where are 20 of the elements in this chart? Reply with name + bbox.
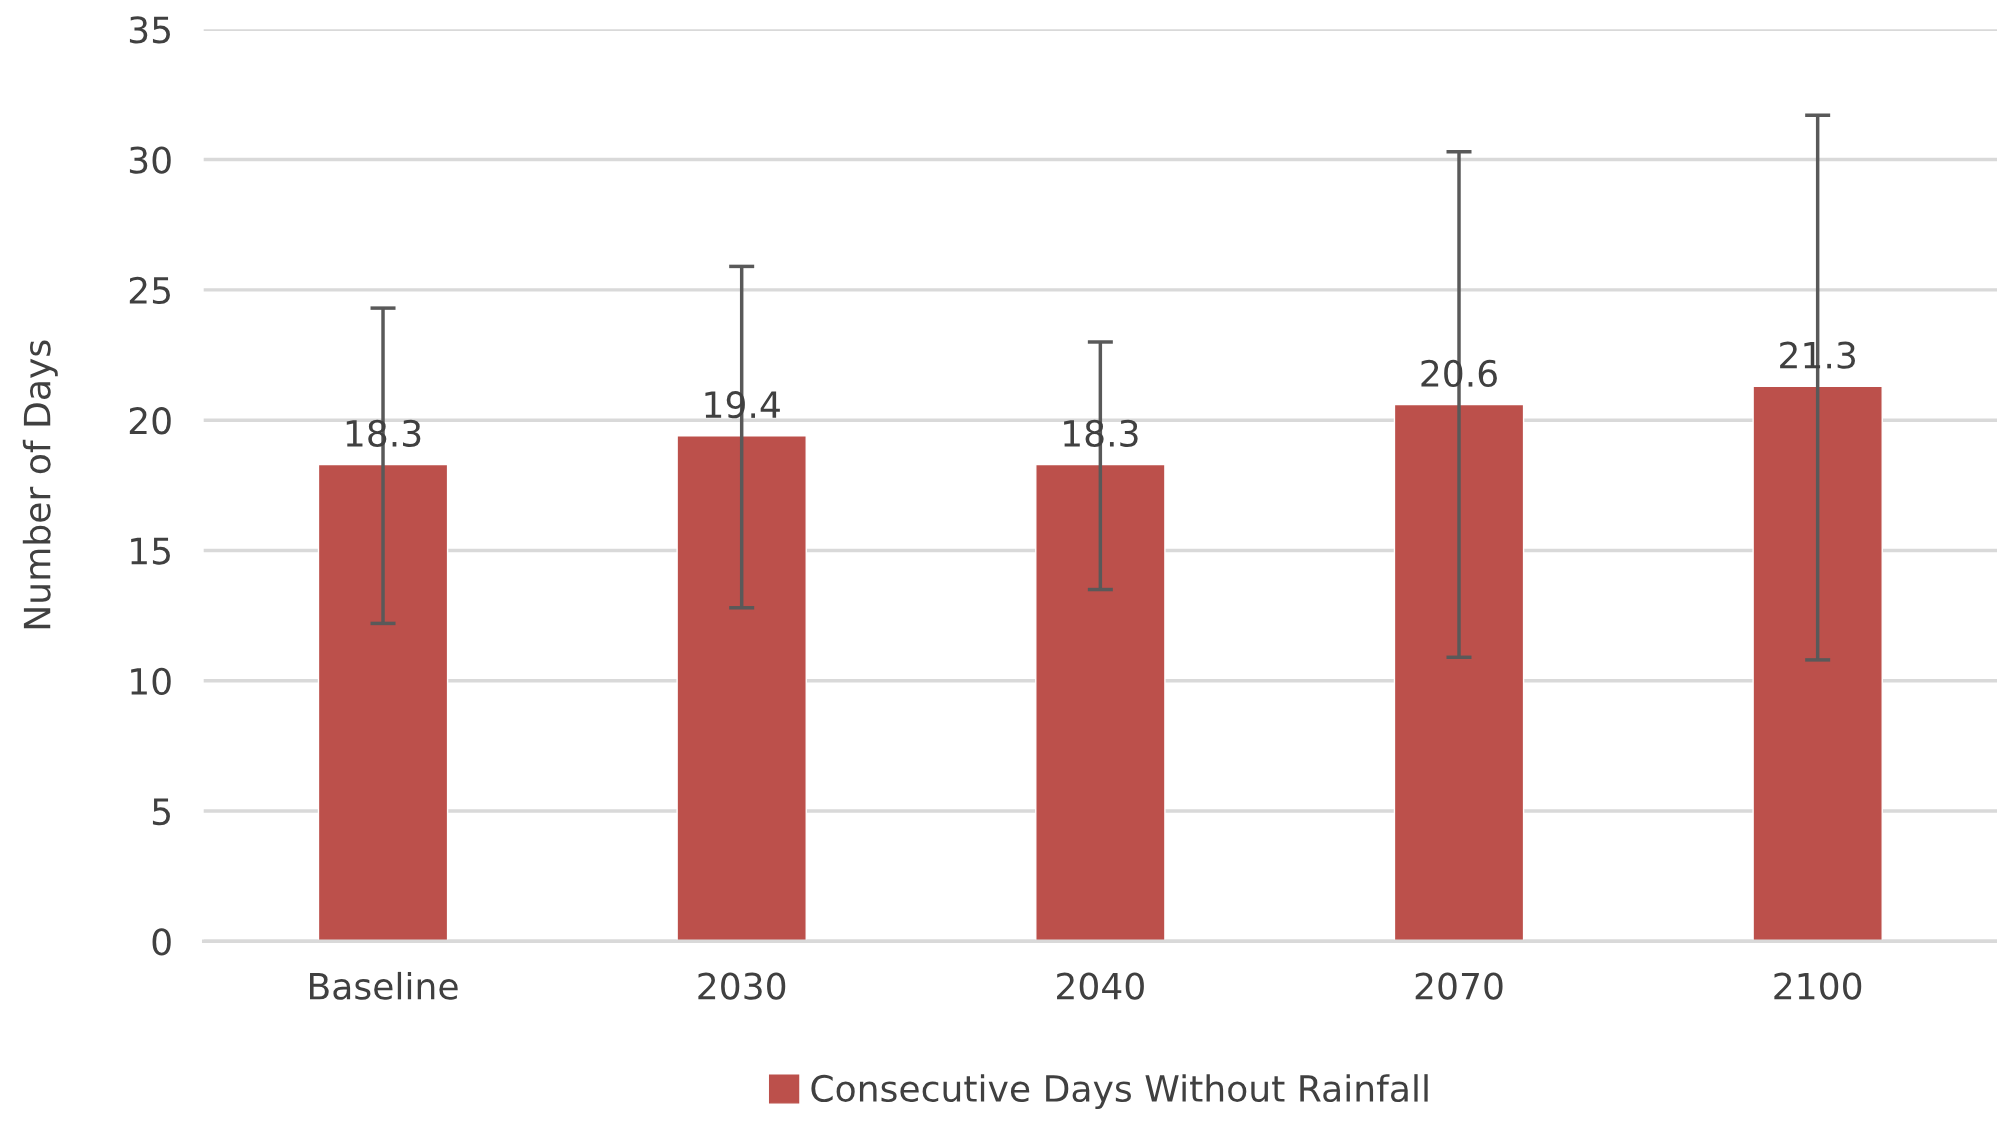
y-tick-label: 20 [129,407,171,435]
y-tick-label: 15 [131,537,170,565]
bar [676,435,807,942]
x-tick-label: 2070 [1415,972,1503,1000]
y-axis-title: Number of Days [22,340,58,629]
y-tick-label: 30 [129,146,171,174]
y-tick-label: 25 [129,276,170,305]
y-tick-label: 0 [152,928,171,956]
bar [1752,385,1883,942]
bar [1393,403,1525,942]
x-tick-label: 2040 [1057,972,1144,1000]
y-tick-label: 5 [152,798,170,826]
bar [1035,463,1166,942]
x-tick-label: Baseline [310,971,458,1000]
y-tick-label: 10 [131,667,171,695]
x-tick-label: 2030 [698,972,786,1000]
y-tick-label: 35 [129,16,170,44]
legend-label: Consecutive Days Without Rainfall [811,1074,1428,1110]
x-tick-label: 2100 [1774,972,1862,1000]
bar [317,463,449,942]
